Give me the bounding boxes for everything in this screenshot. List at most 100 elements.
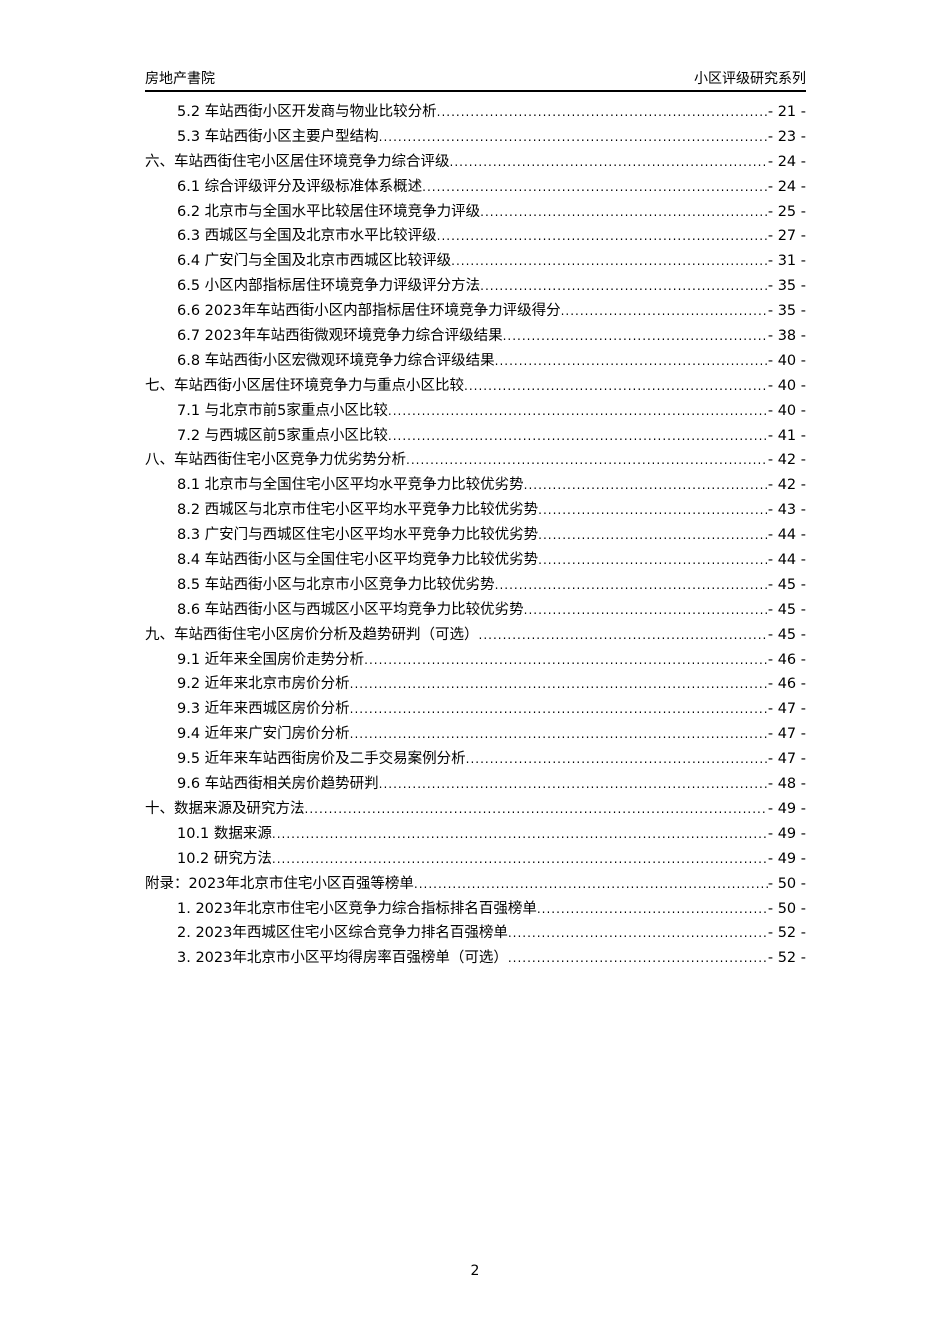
toc-leader-dots [464,374,768,399]
header-right-text: 小区评级研究系列 [694,71,806,87]
toc-entry[interactable]: 9.5 近年来车站西街房价及二手交易案例分析 - 47 - [145,747,806,772]
toc-entry-page: - 21 - [767,104,806,120]
toc-entry-title: 附录：2023年北京市住宅小区百强等榜单 [145,875,414,892]
toc-entry-title: 7.2 与西城区前5家重点小区比较 [177,427,388,444]
toc-entry-page: - 35 - [767,278,806,295]
toc-entry-page: - 48 - [767,776,806,793]
toc-entry[interactable]: 9.4 近年来广安门房价分析 - 47 - [145,722,806,747]
toc-entry[interactable]: 8.5 车站西街小区与北京市小区竞争力比较优劣势 - 45 - [145,573,806,598]
toc-entry[interactable]: 6.4 广安门与全国及北京市西城区比较评级 - 31 - [145,249,806,274]
toc-leader-dots [364,648,768,673]
toc-entry-title: 8.6 车站西街小区与西城区小区平均竞争力比较优劣势 [177,601,524,618]
toc-entry[interactable]: 附录：2023年北京市住宅小区百强等榜单 - 50 - [145,872,806,897]
toc-entry[interactable]: 3. 2023年北京市小区平均得房率百强榜单（可选） - 52 - [145,946,806,971]
toc-entry-page: - 44 - [767,552,806,569]
toc-entry-page: - 47 - [767,701,806,718]
toc-entry[interactable]: 8.2 西城区与北京市住宅小区平均水平竞争力比较优劣势 - 43 - [145,498,806,523]
toc-entry-title: 7.1 与北京市前5家重点小区比较 [177,402,388,419]
toc-entry[interactable]: 6.1 综合评级评分及评级标准体系概述 - 24 - [145,175,806,200]
toc-entry-page: - 27 - [767,228,806,245]
toc-leader-dots [538,498,768,523]
toc-entry-title: 十、数据来源及研究方法 [145,800,305,817]
toc-entry-page: - 42 - [767,452,806,469]
toc-leader-dots [437,224,768,249]
header-left-text: 房地产書院 [145,71,215,87]
toc-leader-dots [350,697,768,722]
toc-entry-title: 5.3 车站西街小区主要户型结构 [177,128,379,145]
toc-entry[interactable]: 1. 2023年北京市住宅小区竞争力综合指标排名百强榜单 - 50 - [145,897,806,922]
toc-entry-page: - 47 - [767,726,806,743]
toc-entry-page: - 50 - [767,875,806,892]
toc-entry[interactable]: 八、车站西街住宅小区竞争力优劣势分析 - 42 - [145,448,806,473]
toc-entry[interactable]: 6.3 西城区与全国及北京市水平比较评级 - 27 - [145,224,806,249]
toc-entry-page: - 23 - [767,128,806,145]
toc-entry[interactable]: 九、车站西街住宅小区房价分析及趋势研判（可选） - 45 - [145,623,806,648]
toc-entry-page: - 42 - [767,477,806,494]
toc-entry[interactable]: 六、车站西街住宅小区居住环境竞争力综合评级 - 24 - [145,150,806,175]
toc-entry-page: - 45 - [767,576,806,593]
toc-entry[interactable]: 9.6 车站西街相关房价趋势研判 - 48 - [145,772,806,797]
toc-entry-title: 1. 2023年北京市住宅小区竞争力综合指标排名百强榜单 [177,900,537,917]
toc-entry[interactable]: 9.1 近年来全国房价走势分析 - 46 - [145,648,806,673]
toc-entry[interactable]: 5.2 车站西街小区开发商与物业比较分析 - 21 - [145,100,806,125]
toc-entry-title: 6.1 综合评级评分及评级标准体系概述 [177,178,423,195]
toc-entry-page: - 47 - [767,751,806,768]
toc-leader-dots [406,448,768,473]
table-of-contents: 5.2 车站西街小区开发商与物业比较分析 - 21 - 5.3 车站西街小区主要户型… [145,100,806,971]
toc-entry-title: 8.2 西城区与北京市住宅小区平均水平竞争力比较优劣势 [177,502,539,519]
toc-entry-title: 9.4 近年来广安门房价分析 [177,726,350,743]
toc-entry-title: 10.2 研究方法 [177,850,272,867]
toc-entry[interactable]: 8.1 北京市与全国住宅小区平均水平竞争力比较优劣势 - 42 - [145,473,806,498]
toc-entry-title: 八、车站西街住宅小区竞争力优劣势分析 [145,452,406,469]
toc-entry-page: - 45 - [767,626,806,643]
toc-entry[interactable]: 8.6 车站西街小区与西城区小区平均竞争力比较优劣势 - 45 - [145,598,806,623]
page-number: 2 [470,1263,480,1279]
toc-entry[interactable]: 十、数据来源及研究方法 - 49 - [145,797,806,822]
toc-entry[interactable]: 7.2 与西城区前5家重点小区比较 - 41 - [145,424,806,449]
toc-entry-page: - 41 - [767,427,806,444]
toc-entry[interactable]: 6.8 车站西街小区宏微观环境竞争力综合评级结果 - 40 - [145,349,806,374]
toc-entry[interactable]: 5.3 车站西街小区主要户型结构 - 23 - [145,125,806,150]
toc-entry[interactable]: 8.3 广安门与西城区住宅小区平均水平竞争力比较优劣势 - 44 - [145,523,806,548]
toc-entry[interactable]: 9.3 近年来西城区房价分析 - 47 - [145,697,806,722]
toc-entry[interactable]: 6.5 小区内部指标居住环境竞争力评级评分方法 - 35 - [145,274,806,299]
toc-leader-dots [451,249,768,274]
toc-entry[interactable]: 10.2 研究方法 - 49 - [145,847,806,872]
toc-entry[interactable]: 七、车站西街小区居住环境竞争力与重点小区比较 - 40 - [145,374,806,399]
toc-leader-dots [272,847,768,872]
toc-leader-dots [350,672,768,697]
toc-entry-page: - 45 - [767,601,806,618]
toc-entry-title: 七、车站西街小区居住环境竞争力与重点小区比较 [145,377,464,394]
toc-entry[interactable]: 7.1 与北京市前5家重点小区比较 - 40 - [145,399,806,424]
toc-entry-title: 6.5 小区内部指标居住环境竞争力评级评分方法 [177,278,481,295]
toc-entry[interactable]: 10.1 数据来源 - 49 - [145,822,806,847]
toc-entry-title: 6.8 车站西街小区宏微观环境竞争力综合评级结果 [177,352,495,369]
toc-entry[interactable]: 9.2 近年来北京市房价分析 - 46 - [145,672,806,697]
toc-entry-title: 9.1 近年来全国房价走势分析 [177,651,365,668]
toc-entry-page: - 24 - [767,178,806,195]
toc-entry-page: - 31 - [767,253,806,270]
toc-leader-dots [495,349,768,374]
toc-leader-dots [503,324,768,349]
toc-entry-title: 六、车站西街住宅小区居住环境竞争力综合评级 [145,153,450,170]
toc-entry-page: - 46 - [767,651,806,668]
toc-entry-title: 6.2 北京市与全国水平比较居住环境竞争力评级 [177,203,481,220]
toc-entry-title: 3. 2023年北京市小区平均得房率百强榜单（可选） [177,950,508,967]
page-header: 房地产書院 小区评级研究系列 [145,66,806,92]
toc-entry[interactable]: 6.6 2023年车站西街小区内部指标居住环境竞争力评级得分 - 35 - [145,299,806,324]
toc-entry[interactable]: 8.4 车站西街小区与全国住宅小区平均竞争力比较优劣势 - 44 - [145,548,806,573]
toc-entry[interactable]: 6.7 2023年车站西街微观环境竞争力综合评级结果 - 38 - [145,324,806,349]
toc-entry[interactable]: 2. 2023年西城区住宅小区综合竞争力排名百强榜单 - 52 - [145,921,806,946]
toc-entry-page: - 35 - [767,303,806,320]
toc-leader-dots [422,175,768,200]
toc-entry-title: 2. 2023年西城区住宅小区综合竞争力排名百强榜单 [177,925,508,942]
toc-leader-dots [388,399,768,424]
toc-entry-page: - 49 - [767,850,806,867]
toc-entry[interactable]: 6.2 北京市与全国水平比较居住环境竞争力评级 - 25 - [145,200,806,225]
toc-leader-dots [437,100,768,125]
toc-entry-page: - 44 - [767,527,806,544]
toc-entry-title: 6.3 西城区与全国及北京市水平比较评级 [177,228,437,245]
toc-leader-dots [538,548,768,573]
toc-entry-page: - 40 - [767,377,806,394]
toc-leader-dots [379,772,768,797]
